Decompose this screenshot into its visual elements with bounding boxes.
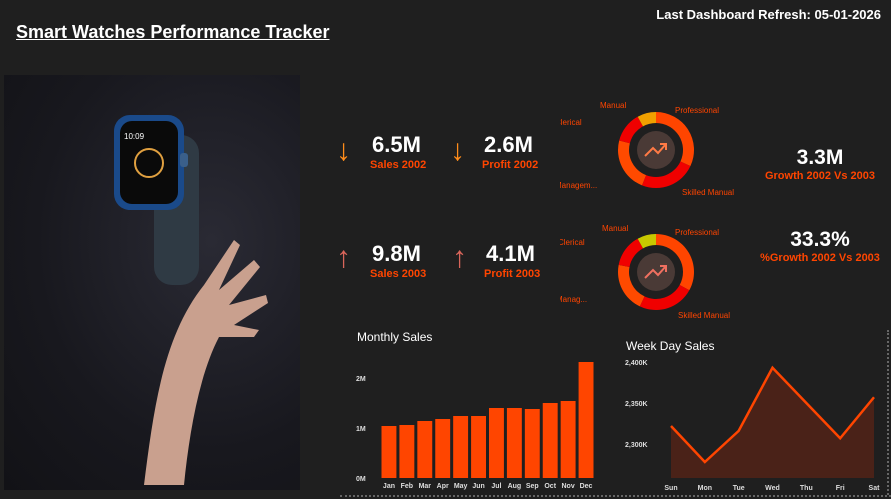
donut-segment[interactable]	[639, 285, 690, 310]
smartwatch-photo: 10:09	[4, 75, 300, 490]
x-tick-label: Aug	[508, 483, 522, 490]
kpi-label: Profit 2002	[482, 159, 539, 171]
y-tick-label: 2M	[356, 376, 366, 383]
bar-apr[interactable]	[435, 419, 451, 478]
donut-segment[interactable]	[619, 116, 643, 144]
donut-label: Skilled Manual	[678, 311, 730, 320]
bar-sep[interactable]	[524, 409, 540, 478]
divider	[887, 330, 889, 495]
x-tick-label: May	[454, 483, 468, 490]
y-tick-label: 2,300K	[625, 442, 648, 449]
bar-nov[interactable]	[560, 401, 576, 478]
svg-text:10:09: 10:09	[124, 132, 145, 141]
kpi-value: 9.8M	[372, 241, 421, 266]
donut-segment[interactable]	[656, 234, 694, 291]
occupation-donut-charts: Professional Skilled Manual Managem... Cler…	[560, 101, 734, 320]
donut-segment[interactable]	[656, 112, 694, 167]
point-tue[interactable]	[737, 429, 741, 433]
x-tick-label: Tue	[733, 485, 745, 492]
arrow-down-icon: ↓	[450, 134, 465, 167]
growth-kpi: 3.3M Growth 2002 Vs 2003	[750, 146, 890, 182]
donut-label: Managem...	[560, 181, 597, 190]
x-tick-label: Dec	[580, 483, 593, 490]
monthly-sales-chart: 0M 1M 2M Jan Feb Mar Apr May Jun Jul Aug Sep Oct Nov D…	[356, 362, 594, 490]
x-tick-label: Apr	[437, 483, 449, 490]
y-tick-label: 1M	[356, 426, 366, 433]
y-tick-label: 2,350K	[625, 401, 648, 408]
kpi-value: 4.1M	[486, 241, 535, 266]
donut-segment[interactable]	[618, 140, 647, 186]
area-fill	[671, 367, 874, 478]
y-tick-label: 0M	[356, 476, 366, 483]
kpi-label: Profit 2003	[484, 268, 541, 280]
bar-jul[interactable]	[489, 408, 504, 478]
donut-label: Clerical	[560, 118, 582, 127]
bar-jun[interactable]	[471, 416, 486, 478]
x-tick-label: Oct	[544, 483, 556, 490]
donut-segment[interactable]	[637, 234, 656, 249]
bar-jan[interactable]	[381, 426, 397, 478]
watch-hand-illustration: 10:09	[114, 115, 268, 485]
bar-may[interactable]	[453, 416, 469, 478]
arrow-up-icon: ↑	[336, 241, 351, 274]
trend-up-icon	[644, 265, 667, 279]
x-tick-label: Wed	[765, 485, 780, 492]
kpi-label: Sales 2003	[370, 268, 427, 280]
point-fri[interactable]	[838, 436, 842, 440]
x-tick-label: Sat	[869, 485, 881, 492]
point-sun[interactable]	[669, 424, 673, 428]
donut-label: Manag...	[560, 295, 587, 304]
page-title: Smart Watches Performance Tracker	[16, 22, 330, 42]
donut-label: Professional	[675, 228, 719, 237]
donut-segment[interactable]	[637, 112, 656, 127]
x-tick-label: Thu	[800, 485, 813, 492]
growth-value: 3.3M	[796, 146, 844, 169]
growth-value: 33.3%	[790, 228, 850, 251]
bar-aug[interactable]	[506, 408, 522, 478]
growth-percent-kpi: 33.3% %Growth 2002 Vs 2003	[745, 228, 891, 264]
donut-label: Manual	[600, 101, 626, 110]
donut-label: Skilled Manual	[682, 188, 734, 197]
arrow-down-icon: ↓	[336, 134, 351, 167]
bar-dec[interactable]	[578, 362, 594, 478]
weekday-sales-chart: 2,300K 2,350K 2,400K Sun Mon Tue Wed Thu Fri Sat	[625, 360, 881, 492]
weekday-sales-title: Week Day Sales	[626, 339, 715, 353]
point-wed[interactable]	[771, 366, 775, 370]
point-thu[interactable]	[804, 401, 808, 405]
sales-line	[670, 365, 875, 464]
x-tick-label: Jun	[472, 483, 484, 490]
donut-label: Professional	[675, 106, 719, 115]
donut-label: Manual	[602, 224, 628, 233]
arrow-up-icon: ↑	[452, 241, 467, 274]
donut-segment[interactable]	[618, 238, 643, 267]
kpi-value: 2.6M	[484, 132, 533, 157]
growth-label: Growth 2002 Vs 2003	[764, 170, 876, 182]
x-tick-label: Fri	[836, 485, 845, 492]
x-tick-label: Sun	[664, 485, 677, 492]
y-tick-label: 2,400K	[625, 360, 648, 367]
kpi-value: 6.5M	[372, 132, 421, 157]
growth-label: %Growth 2002 Vs 2003	[760, 252, 880, 264]
point-mon[interactable]	[703, 460, 707, 464]
bar-oct[interactable]	[542, 403, 558, 478]
monthly-sales-title: Monthly Sales	[357, 330, 433, 344]
trend-up-icon	[644, 143, 667, 157]
x-tick-label: Mar	[419, 483, 432, 490]
donut-segment[interactable]	[618, 264, 645, 307]
x-tick-label: Jul	[491, 483, 501, 490]
donut-segment[interactable]	[642, 161, 691, 188]
point-sat[interactable]	[872, 395, 876, 399]
bar-feb[interactable]	[399, 425, 415, 478]
x-tick-label: Feb	[401, 483, 413, 490]
x-tick-label: Nov	[562, 483, 575, 490]
kpi-label: Sales 2002	[370, 159, 427, 171]
divider	[340, 495, 891, 497]
donut-label: Clerical	[560, 238, 585, 247]
x-tick-label: Sep	[526, 483, 539, 490]
bar-mar[interactable]	[417, 421, 433, 478]
refresh-timestamp: Last Dashboard Refresh: 05-01-2026	[656, 7, 881, 22]
x-tick-label: Mon	[698, 485, 712, 492]
x-tick-label: Jan	[383, 483, 395, 490]
